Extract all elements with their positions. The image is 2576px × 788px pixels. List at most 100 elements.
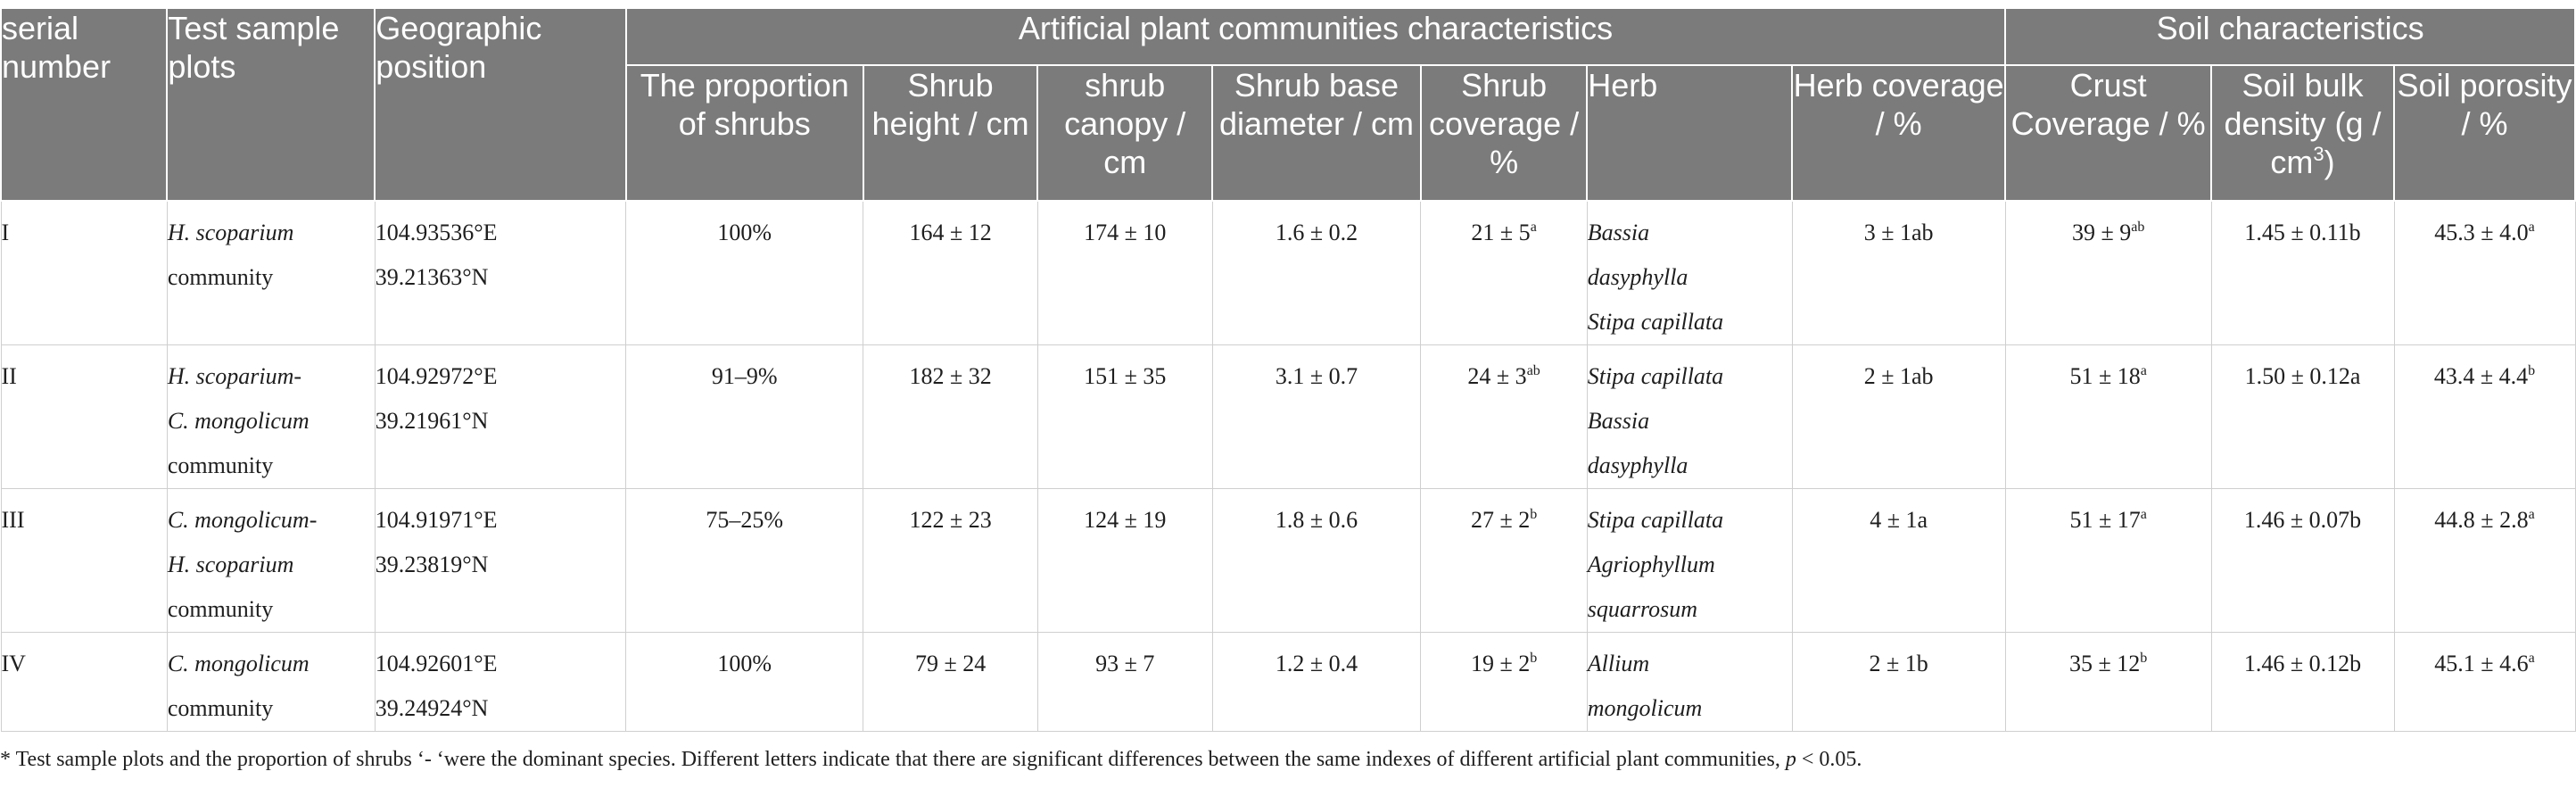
header-soil-bulk-density-end: ): [2324, 144, 2335, 180]
cell-crust-coverage: 51 ± 18a: [2004, 344, 2212, 489]
cell-position: 104.92972°E 39.21961°N: [374, 344, 627, 489]
header-group-artificial-plant: Artificial plant communities characteris…: [624, 7, 2007, 66]
cell-serial: III: [0, 488, 168, 633]
header-soil-bulk-density-text: Soil bulk density (g / cm: [2224, 67, 2382, 180]
cell-shrub-height: 79 ± 24: [863, 632, 1038, 732]
crust-value: 39 ± 9: [2071, 220, 2132, 245]
position-longitude: 104.92601°E: [375, 651, 498, 676]
cell-shrub-canopy: 151 ± 35: [1036, 344, 1213, 489]
cell-serial: I: [0, 200, 168, 345]
position-latitude: 39.21961°N: [375, 408, 489, 434]
shrub-coverage-sup: b: [1530, 507, 1538, 522]
herb-line: Agriophyllum: [1587, 552, 1715, 577]
porosity-value: 44.8 ± 2.8: [2434, 507, 2529, 533]
shrub-coverage-value: 21 ± 5: [1471, 220, 1531, 245]
plot-line: community: [167, 695, 274, 721]
shrub-coverage-value: 24 ± 3: [1467, 363, 1527, 389]
cell-herb: Stipa capillata Bassia dasyphylla: [1586, 344, 1793, 489]
crust-sup: ab: [2131, 220, 2145, 235]
cell-shrub-coverage: 27 ± 2b: [1420, 488, 1588, 633]
plot-line: community: [167, 264, 274, 290]
cell-plot: H. scoparium- C. mongolicum community: [166, 344, 376, 489]
table-row: II H. scoparium- C. mongolicum community…: [0, 344, 2576, 489]
cell-plot: H. scoparium community: [166, 200, 376, 345]
header-proportion-shrubs: The proportion of shrubs: [624, 64, 864, 202]
cell-shrub-canopy: 174 ± 10: [1036, 200, 1213, 345]
position-longitude: 104.91971°E: [375, 507, 498, 533]
header-herb: Herb: [1586, 64, 1794, 202]
table-row: I H. scoparium community 104.93536°E 39.…: [0, 200, 2576, 345]
table-footnote: * Test sample plots and the proportion o…: [0, 748, 1862, 772]
plot-line: C. mongolicum-: [167, 507, 318, 533]
herb-line: dasyphylla: [1587, 264, 1688, 290]
cell-shrub-canopy: 124 ± 19: [1036, 488, 1213, 633]
position-latitude: 39.24924°N: [375, 695, 489, 721]
position-latitude: 39.23819°N: [375, 552, 489, 577]
header-soil-porosity: Soil porosity / %: [2393, 64, 2576, 202]
porosity-value: 45.1 ± 4.6: [2434, 651, 2529, 676]
cell-position: 104.91971°E 39.23819°N: [374, 488, 627, 633]
herb-line: mongolicum: [1587, 695, 1703, 721]
cell-herb: Bassia dasyphylla Stipa capillata: [1586, 200, 1793, 345]
cell-shrub-canopy: 93 ± 7: [1036, 632, 1213, 732]
crust-sup: b: [2140, 651, 2148, 666]
header-serial-number: serial number: [0, 7, 169, 202]
crust-sup: a: [2140, 507, 2147, 522]
herb-line: Allium: [1587, 651, 1650, 676]
header-shrub-coverage: Shrub coverage / %: [1419, 64, 1589, 202]
plot-line: H. scoparium: [167, 220, 294, 245]
cell-proportion: 100%: [625, 200, 864, 345]
herb-line: Bassia: [1587, 220, 1650, 245]
crust-value: 51 ± 17: [2069, 507, 2141, 533]
cell-crust-coverage: 35 ± 12b: [2004, 632, 2212, 732]
cell-serial: II: [0, 344, 168, 489]
crust-sup: a: [2140, 363, 2147, 378]
porosity-sup: a: [2528, 507, 2535, 522]
cell-plot: C. mongolicum community: [166, 632, 376, 732]
cell-shrub-coverage: 21 ± 5a: [1420, 200, 1588, 345]
header-soil-bulk-density: Soil bulk density (g / cm3): [2210, 64, 2395, 202]
herb-line: squarrosum: [1587, 596, 1698, 622]
cell-shrub-height: 122 ± 23: [863, 488, 1038, 633]
header-crust-coverage: Crust Coverage / %: [2004, 64, 2213, 202]
header-test-sample-plots: Test sample plots: [166, 7, 376, 202]
shrub-coverage-value: 27 ± 2: [1470, 507, 1531, 533]
shrub-coverage-sup: a: [1530, 220, 1537, 235]
shrub-coverage-sup: ab: [1526, 363, 1540, 378]
cell-position: 104.93536°E 39.21363°N: [374, 200, 627, 345]
cell-crust-coverage: 51 ± 17a: [2004, 488, 2212, 633]
cell-porosity: 45.3 ± 4.0a: [2393, 200, 2576, 345]
cell-base-diameter: 1.2 ± 0.4: [1211, 632, 1422, 732]
cell-serial: IV: [0, 632, 168, 732]
cell-porosity: 43.4 ± 4.4b: [2393, 344, 2576, 489]
cell-herb-coverage: 4 ± 1a: [1791, 488, 2006, 633]
plot-line: C. mongolicum: [167, 408, 310, 434]
cell-base-diameter: 3.1 ± 0.7: [1211, 344, 1422, 489]
herb-line: Bassia: [1587, 408, 1650, 434]
position-latitude: 39.21363°N: [375, 264, 489, 290]
header-group-soil: Soil characteristics: [2004, 7, 2576, 66]
cell-base-diameter: 1.6 ± 0.2: [1211, 200, 1422, 345]
plot-line: C. mongolicum: [167, 651, 310, 676]
cell-porosity: 44.8 ± 2.8a: [2393, 488, 2576, 633]
footnote-text: * Test sample plots and the proportion o…: [0, 748, 1786, 771]
cell-position: 104.92601°E 39.24924°N: [374, 632, 627, 732]
crust-value: 51 ± 18: [2069, 363, 2141, 389]
cell-shrub-height: 182 ± 32: [863, 344, 1038, 489]
crust-value: 35 ± 12: [2068, 651, 2141, 676]
cell-herb: Allium mongolicum: [1586, 632, 1793, 732]
herb-line: Stipa capillata: [1587, 363, 1724, 389]
header-shrub-base-diameter: Shrub base diameter / cm: [1211, 64, 1422, 202]
cell-bulk-density: 1.46 ± 0.07b: [2210, 488, 2395, 633]
header-soil-bulk-density-sup: 3: [2313, 143, 2324, 165]
cell-plot: C. mongolicum- H. scoparium community: [166, 488, 376, 633]
cell-herb-coverage: 2 ± 1b: [1791, 632, 2006, 732]
cell-bulk-density: 1.50 ± 0.12a: [2210, 344, 2395, 489]
porosity-sup: a: [2528, 651, 2535, 666]
footnote-tail: < 0.05.: [1796, 748, 1862, 771]
position-longitude: 104.93536°E: [375, 220, 498, 245]
shrub-coverage-value: 19 ± 2: [1470, 651, 1531, 676]
plot-line: community: [167, 452, 274, 478]
porosity-sup: b: [2528, 363, 2536, 378]
cell-base-diameter: 1.8 ± 0.6: [1211, 488, 1422, 633]
